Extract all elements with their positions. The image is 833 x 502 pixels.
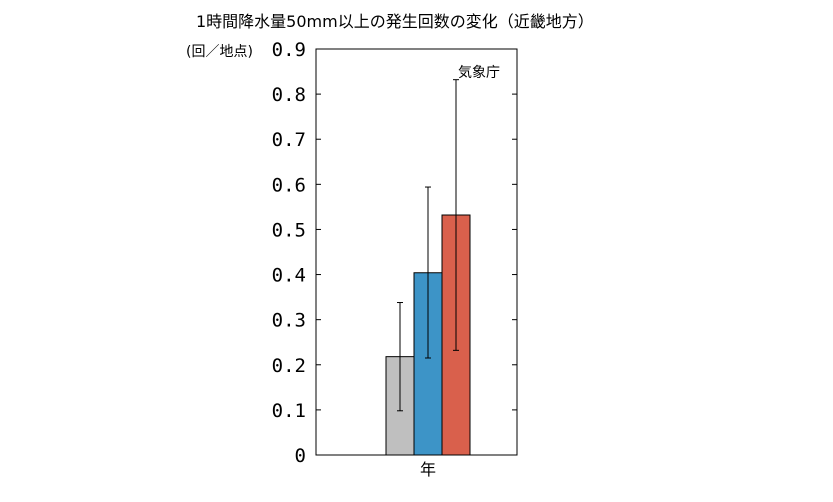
y-axis-ticks: 0 0.1 0.2 0.3 0.4 0.5 0.6 0.7 0.8 0.9 — [272, 39, 517, 467]
y-tick-label: 0.8 — [272, 84, 306, 106]
y-tick-label: 0.6 — [272, 174, 306, 196]
x-category-label: 年 — [420, 460, 436, 479]
x-axis-categories: 年 — [420, 460, 436, 479]
y-tick-label: 0.9 — [272, 39, 306, 61]
y-tick-label: 0.7 — [272, 129, 306, 151]
chart-title: 1時間降水量50mm以上の発生回数の変化（近畿地方） — [196, 12, 594, 31]
source-label: 気象庁 — [458, 65, 500, 81]
y-tick-label: 0.3 — [272, 310, 306, 332]
y-tick-label: 0.2 — [272, 355, 306, 377]
y-tick-label: 0.4 — [272, 265, 306, 287]
y-tick-label: 0.5 — [272, 219, 306, 241]
y-tick-label: 0 — [295, 445, 306, 467]
y-axis-unit-label: (回／地点) — [186, 44, 253, 60]
y-tick-label: 0.1 — [272, 400, 306, 422]
bars — [385, 79, 471, 456]
